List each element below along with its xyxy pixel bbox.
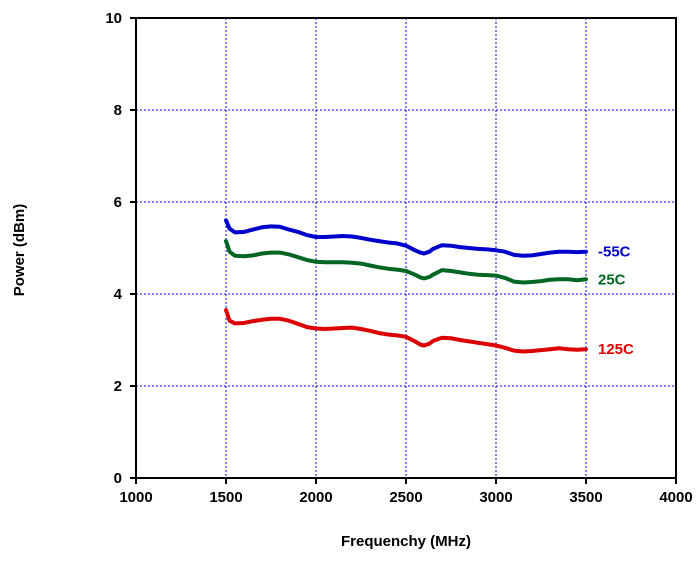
x-tick-label: 2500 — [389, 489, 422, 506]
x-tick-labels: 1000 1500 2000 2500 3000 3500 4000 — [119, 478, 693, 506]
series-line-125c — [224, 308, 588, 354]
series-label: 25C — [598, 271, 626, 288]
x-tick-label: 2000 — [299, 489, 332, 506]
gridlines — [136, 18, 676, 478]
x-tick-label: 1000 — [119, 489, 152, 506]
x-tick-label: 4000 — [659, 489, 692, 506]
x-tick-label: 1500 — [209, 489, 242, 506]
y-axis-title: Power (dBm) — [11, 204, 28, 297]
series-lines — [224, 218, 588, 354]
y-tick-labels: 0 2 4 6 8 10 — [105, 10, 136, 487]
y-tick-label: 0 — [114, 470, 122, 487]
y-tick-label: 4 — [114, 286, 123, 303]
series-label: -55C — [598, 244, 631, 261]
y-tick-label: 6 — [114, 194, 122, 211]
y-tick-label: 8 — [114, 102, 122, 119]
series-label: 125C — [598, 341, 634, 358]
series-line-25c — [224, 239, 588, 285]
y-tick-label: 2 — [114, 378, 122, 395]
series-line-55c — [224, 218, 588, 258]
x-tick-label: 3000 — [479, 489, 512, 506]
x-tick-label: 3500 — [569, 489, 602, 506]
y-tick-label: 10 — [105, 10, 122, 27]
series-labels: -55C 25C 125C — [598, 244, 634, 359]
x-axis-title: Frequenchy (MHz) — [341, 533, 471, 550]
